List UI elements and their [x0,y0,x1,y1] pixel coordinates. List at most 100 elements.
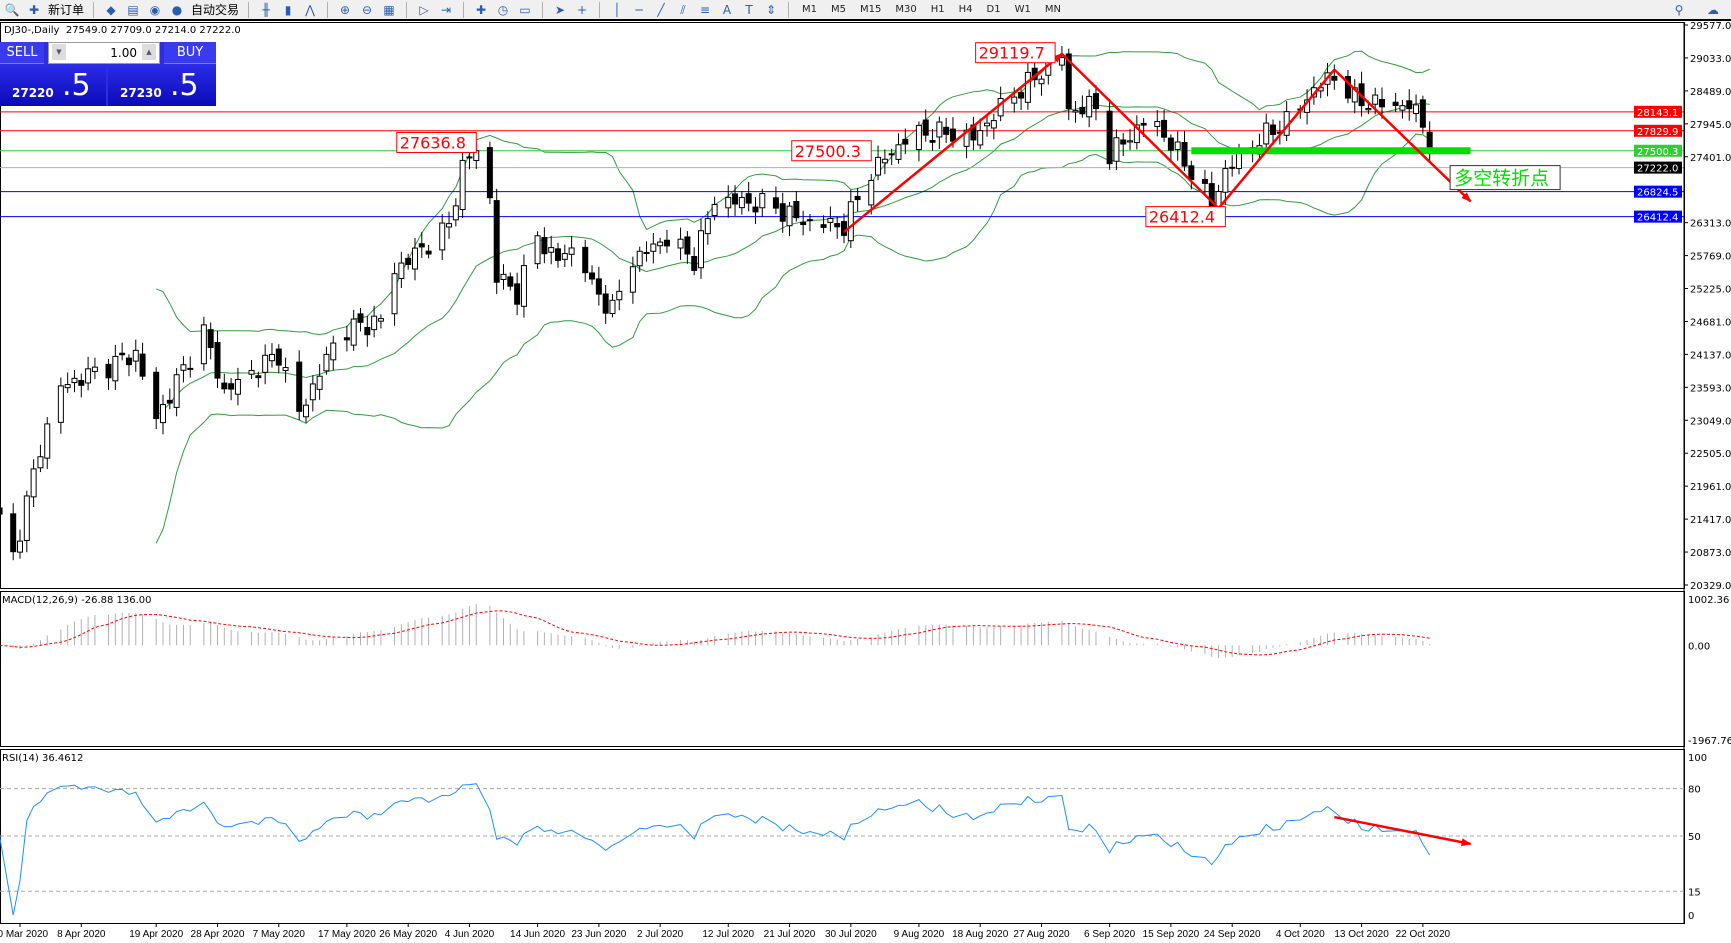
candle-body [589,272,596,280]
candle-body [37,456,44,469]
candle [391,262,398,326]
candle [977,118,984,150]
auto-trading-icon[interactable]: ● [171,2,183,17]
sell-price-button[interactable]: 27220 .5 [0,66,106,106]
timeframe-m5[interactable]: M5 [831,4,847,15]
date-label: 26 May 2020 [379,929,437,940]
chart-shift-icon[interactable]: ⇥ [441,2,452,17]
periods-icon[interactable]: ◷ [497,2,509,17]
candle [411,238,418,281]
candle [1419,95,1426,134]
timeframe-m1[interactable]: M1 [802,4,818,15]
candle-chart-icon[interactable]: ▮ [284,2,292,17]
date-label: 19 Apr 2020 [129,929,183,940]
fibonacci-icon[interactable]: ≡ [700,2,711,17]
tile-icon[interactable]: ▦ [383,2,395,17]
candle-body [609,299,616,315]
candle-body [820,224,827,228]
candle-body [1263,122,1270,145]
toolbar-separator [542,1,544,18]
sell-button[interactable]: SELL [0,42,44,64]
candle-body [1344,76,1351,99]
candle-body [214,342,221,379]
candle-body [316,375,323,390]
zoom-in-icon[interactable]: ⊕ [340,2,351,17]
timeframe-m30[interactable]: M30 [895,4,917,15]
candle [534,231,541,269]
buy-button[interactable]: BUY [164,42,216,64]
timeframe-m15[interactable]: M15 [860,4,882,15]
macd-tick-label: 1002.36 [1688,595,1729,606]
date-label: 2 Jul 2020 [637,929,684,940]
candle-body [1215,191,1222,207]
trendline-icon[interactable]: ╱ [657,2,665,17]
candle-body [466,156,473,159]
crosshair-icon[interactable]: + [577,2,588,17]
horizontal-line-icon[interactable]: ─ [635,2,643,17]
timeframe-w1[interactable]: W1 [1014,4,1031,15]
timeframe-h1[interactable]: H1 [930,4,945,15]
text-icon[interactable]: A [722,2,732,17]
candle-body [411,247,418,270]
candle-body [725,196,732,209]
candle [732,185,739,216]
candle [44,417,51,470]
candle [207,322,214,360]
text-label-icon[interactable]: T [745,2,753,17]
candle-body [1018,92,1025,99]
arrows-icon[interactable]: ⇕ [766,2,777,17]
buy-price-button[interactable]: 27230 .5 [108,66,216,106]
search-icon[interactable]: ⚲ [1674,3,1684,17]
candle [629,256,636,304]
candle-body [990,120,997,129]
candle [371,305,378,338]
autoscroll-icon[interactable]: ▷ [419,2,429,17]
candle [847,189,854,248]
candle-body [629,266,636,293]
templates-icon[interactable]: ▭ [519,2,531,17]
candle-body [187,367,194,370]
zoom-out-icon[interactable]: ⊖ [362,2,373,17]
candle-body [759,193,766,209]
candle [1283,101,1290,142]
lot-size-input[interactable]: 1.00 [48,42,160,64]
candle [30,459,37,508]
timeframe-mn[interactable]: MN [1044,4,1061,15]
candle [180,356,187,383]
vertical-line-icon[interactable]: │ [613,2,621,17]
price-tick-label: 28489.0 [1690,87,1731,98]
gold-icon[interactable]: ◆ [106,2,116,17]
auto-trading-label[interactable]: 自动交易 [191,3,240,17]
candle [875,145,882,181]
new-order-icon[interactable]: ✚ [28,2,40,17]
candle-body [1106,110,1113,165]
candle-body [1024,71,1031,103]
candle-body [616,290,623,301]
candle [10,503,17,561]
candle [1106,99,1113,170]
candle-body [268,353,275,362]
candle-body [582,246,589,274]
signal-icon[interactable]: ◉ [149,2,161,17]
candle-body [1038,78,1045,85]
candle-body [691,256,698,271]
equidistant-channel-icon[interactable]: ⫽ [680,2,686,17]
line-chart-icon[interactable]: ⋀ [305,2,315,17]
date-label: 30 Jul 2020 [825,929,877,940]
cursor-icon[interactable]: ➤ [555,2,566,17]
candle [173,368,180,417]
price-tick-label: 22505.0 [1690,449,1731,460]
new-order-label[interactable]: 新订单 [48,3,85,17]
zoom-icon[interactable]: 🔍 [4,2,20,17]
lot-decrease-button[interactable]: ▼ [52,44,66,60]
bar-chart-icon[interactable]: ╫ [262,2,270,17]
timeframe-h4[interactable]: H4 [958,4,973,15]
candle [119,342,126,361]
toolbar-right: ⚲ ☁ [1671,2,1721,18]
chat-icon[interactable]: ☁ [1707,3,1719,17]
indicators-icon[interactable]: ✚ [476,2,487,17]
market-watch-icon[interactable]: ▤ [127,2,139,17]
timeframe-d1[interactable]: D1 [986,4,1001,15]
lot-increase-button[interactable]: ▲ [142,44,156,60]
